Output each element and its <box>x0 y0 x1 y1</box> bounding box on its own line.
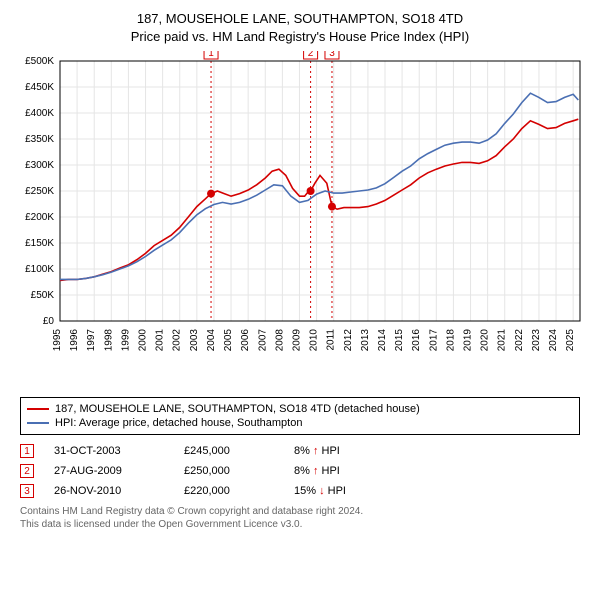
x-tick-label: 1999 <box>120 329 131 352</box>
x-tick-label: 2009 <box>291 329 302 352</box>
x-tick-label: 1997 <box>86 329 97 352</box>
sale-event-suffix: HPI <box>318 445 339 457</box>
x-tick-label: 2015 <box>394 329 405 352</box>
y-tick-label: £300K <box>25 160 54 171</box>
footer-line-2: This data is licensed under the Open Gov… <box>20 518 580 531</box>
footer-line-1: Contains HM Land Registry data © Crown c… <box>20 505 580 518</box>
sale-event-suffix: HPI <box>325 485 346 497</box>
legend-row: 187, MOUSEHOLE LANE, SOUTHAMPTON, SO18 4… <box>27 402 573 416</box>
footer-attribution: Contains HM Land Registry data © Crown c… <box>20 505 580 531</box>
x-tick-label: 2011 <box>326 329 337 351</box>
sale-marker-dot <box>207 190 215 198</box>
legend-label: 187, MOUSEHOLE LANE, SOUTHAMPTON, SO18 4… <box>55 403 420 415</box>
chart-svg: £0 £50K £100K £150K £200K £250K £300K £350K £400… <box>10 51 590 391</box>
sale-event-date: 26-NOV-2010 <box>54 485 164 497</box>
chart-container: 187, MOUSEHOLE LANE, SOUTHAMPTON, SO18 4… <box>0 0 600 539</box>
sale-marker-number: 1 <box>208 51 214 59</box>
sale-event-number-box: 3 <box>20 484 34 498</box>
sale-event-delta: 8% ↑ HPI <box>294 445 340 457</box>
x-tick-label: 2006 <box>240 329 251 352</box>
x-tick-label: 2005 <box>223 329 234 352</box>
sale-event-row: 1 31-OCT-2003 £245,000 8% ↑ HPI <box>20 441 580 461</box>
x-tick-label: 2012 <box>343 329 354 352</box>
title-line-2: Price paid vs. HM Land Registry's House … <box>10 28 590 46</box>
y-tick-label: £100K <box>25 264 54 275</box>
sale-event-price: £245,000 <box>184 445 274 457</box>
x-tick-label: 2021 <box>497 329 508 352</box>
y-tick-label: £200K <box>25 212 54 223</box>
sale-event-number-box: 2 <box>20 464 34 478</box>
sale-event-suffix: HPI <box>318 465 339 477</box>
sale-marker-dot <box>328 203 336 211</box>
x-tick-label: 1995 <box>52 329 63 352</box>
legend-row: HPI: Average price, detached house, Sout… <box>27 416 573 430</box>
y-tick-label: £500K <box>25 56 54 67</box>
sale-marker-number: 2 <box>308 51 314 59</box>
x-tick-label: 2017 <box>428 329 439 352</box>
x-tick-label: 2007 <box>257 329 268 352</box>
x-tick-label: 2002 <box>172 329 183 352</box>
legend-swatch <box>27 422 49 424</box>
sale-event-price: £250,000 <box>184 465 274 477</box>
y-tick-label: £450K <box>25 82 54 93</box>
x-tick-label: 2000 <box>138 329 149 352</box>
y-tick-label: £400K <box>25 108 54 119</box>
sale-event-row: 2 27-AUG-2009 £250,000 8% ↑ HPI <box>20 461 580 481</box>
sale-event-delta: 8% ↑ HPI <box>294 465 340 477</box>
sale-event-pct: 8% <box>294 445 313 457</box>
sale-event-pct: 15% <box>294 485 319 497</box>
y-tick-label: £350K <box>25 134 54 145</box>
x-tick-label: 2004 <box>206 329 217 352</box>
y-tick-label: £250K <box>25 186 54 197</box>
x-tick-label: 2018 <box>445 329 456 352</box>
legend-label: HPI: Average price, detached house, Sout… <box>55 417 302 429</box>
x-tick-label: 2001 <box>155 329 166 352</box>
x-tick-label: 2010 <box>309 329 320 352</box>
y-tick-label: £0 <box>43 316 55 327</box>
x-tick-label: 2022 <box>514 329 525 352</box>
sale-event-date: 27-AUG-2009 <box>54 465 164 477</box>
legend: 187, MOUSEHOLE LANE, SOUTHAMPTON, SO18 4… <box>20 397 580 435</box>
sale-events-list: 1 31-OCT-2003 £245,000 8% ↑ HPI 2 27-AUG-2009… <box>20 441 580 501</box>
x-tick-label: 2020 <box>480 329 491 352</box>
sale-event-price: £220,000 <box>184 485 274 497</box>
legend-swatch <box>27 408 49 410</box>
y-tick-label: £150K <box>25 238 54 249</box>
chart-title: 187, MOUSEHOLE LANE, SOUTHAMPTON, SO18 4… <box>10 10 590 45</box>
sale-event-row: 3 26-NOV-2010 £220,000 15% ↓ HPI <box>20 481 580 501</box>
x-tick-label: 1998 <box>103 329 114 352</box>
x-tick-label: 2019 <box>463 329 474 352</box>
sale-marker-number: 3 <box>329 51 335 59</box>
x-tick-label: 2003 <box>189 329 200 352</box>
x-tick-label: 2016 <box>411 329 422 352</box>
x-tick-label: 2014 <box>377 329 388 352</box>
x-tick-label: 2008 <box>274 329 285 352</box>
sale-event-pct: 8% <box>294 465 313 477</box>
y-tick-label: £50K <box>31 290 55 301</box>
sale-event-number-box: 1 <box>20 444 34 458</box>
x-tick-label: 2025 <box>565 329 576 352</box>
x-tick-label: 2024 <box>548 329 559 352</box>
x-tick-label: 1996 <box>69 329 80 352</box>
title-line-1: 187, MOUSEHOLE LANE, SOUTHAMPTON, SO18 4… <box>10 10 590 28</box>
x-tick-label: 2023 <box>531 329 542 352</box>
sale-event-delta: 15% ↓ HPI <box>294 485 346 497</box>
sale-marker-dot <box>307 187 315 195</box>
sale-event-date: 31-OCT-2003 <box>54 445 164 457</box>
x-tick-label: 2013 <box>360 329 371 352</box>
chart-plot: £0 £50K £100K £150K £200K £250K £300K £350K £400… <box>10 51 590 391</box>
